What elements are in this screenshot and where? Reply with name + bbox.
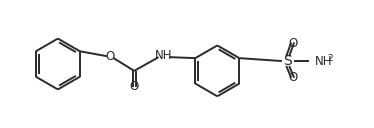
Text: NH: NH <box>315 55 332 68</box>
Text: S: S <box>283 54 292 68</box>
Text: 2: 2 <box>327 54 332 63</box>
Text: O: O <box>288 37 297 50</box>
Text: O: O <box>129 80 139 93</box>
Text: NH: NH <box>155 49 172 62</box>
Text: O: O <box>105 50 114 63</box>
Text: O: O <box>288 71 297 84</box>
